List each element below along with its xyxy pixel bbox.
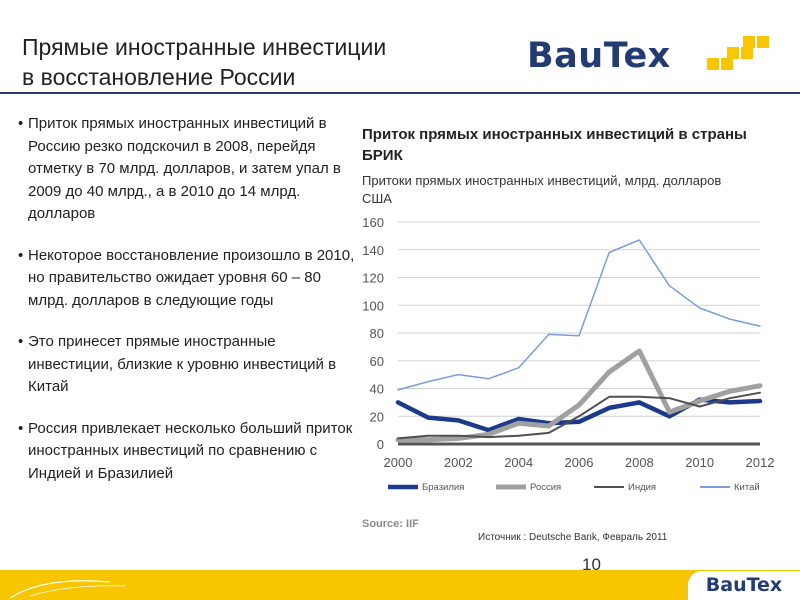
bullet-item: Приток прямых иностранных инвестиций в Р… bbox=[18, 113, 356, 226]
y-tick-label: 60 bbox=[370, 354, 384, 369]
bullet-list: Приток прямых иностранных инвестиций в Р… bbox=[18, 113, 356, 504]
y-tick-label: 100 bbox=[362, 298, 384, 313]
page-title: Прямые иностранные инвестиции в восстано… bbox=[22, 32, 482, 92]
x-tick-label: 2002 bbox=[444, 455, 473, 470]
y-tick-label: 0 bbox=[377, 437, 384, 452]
y-tick-label: 80 bbox=[370, 326, 384, 341]
chart-title: Приток прямых иностранных инвестиций в с… bbox=[362, 126, 747, 164]
chart-source-note: Источник : Deutsche Bank, Февраль 2011 bbox=[478, 532, 668, 543]
chart-source-iif: Source: IIF bbox=[362, 518, 419, 530]
series-line-1 bbox=[395, 348, 763, 443]
bullet-item: Это принесет прямые иностранные инвестиц… bbox=[18, 331, 356, 399]
bautex-logo: BauTex bbox=[527, 36, 671, 76]
bullet-item: Россия привлекает несколько больший прит… bbox=[18, 418, 356, 486]
y-tick-label: 140 bbox=[362, 243, 384, 258]
x-tick-label: 2010 bbox=[685, 455, 714, 470]
bullet-item: Некоторое восстановление произошло в 201… bbox=[18, 245, 356, 313]
series-line-2 bbox=[397, 391, 761, 440]
footer-logo: BauTex bbox=[688, 571, 800, 600]
x-tick-label: 2012 bbox=[746, 455, 775, 470]
series-line-3 bbox=[397, 239, 761, 391]
x-tick-label: 2004 bbox=[504, 455, 533, 470]
x-tick-label: 2000 bbox=[384, 455, 413, 470]
title-line-1: Прямые иностранные инвестиции bbox=[22, 34, 387, 60]
chart-subtitle: Притоки прямых иностранных инвестиций, м… bbox=[362, 173, 722, 206]
y-tick-label: 120 bbox=[362, 271, 384, 286]
title-line-2: в восстановление России bbox=[22, 64, 296, 90]
footer-bar bbox=[0, 570, 800, 600]
legend-label: Индия bbox=[628, 482, 656, 493]
legend-label: Бразилия bbox=[422, 482, 464, 493]
x-tick-label: 2006 bbox=[565, 455, 594, 470]
logo-text: BauTex bbox=[527, 36, 671, 76]
legend-label: Китай bbox=[734, 482, 760, 493]
x-tick-label: 2008 bbox=[625, 455, 654, 470]
y-tick-label: 40 bbox=[370, 382, 384, 397]
header-divider bbox=[0, 92, 800, 94]
legend-label: Россия bbox=[530, 482, 561, 493]
footer-swoosh-icon bbox=[9, 580, 126, 599]
y-tick-label: 160 bbox=[362, 215, 384, 230]
page-number: 10 bbox=[582, 555, 601, 574]
logo-squares-icon bbox=[707, 36, 777, 72]
y-tick-label: 20 bbox=[370, 409, 384, 424]
